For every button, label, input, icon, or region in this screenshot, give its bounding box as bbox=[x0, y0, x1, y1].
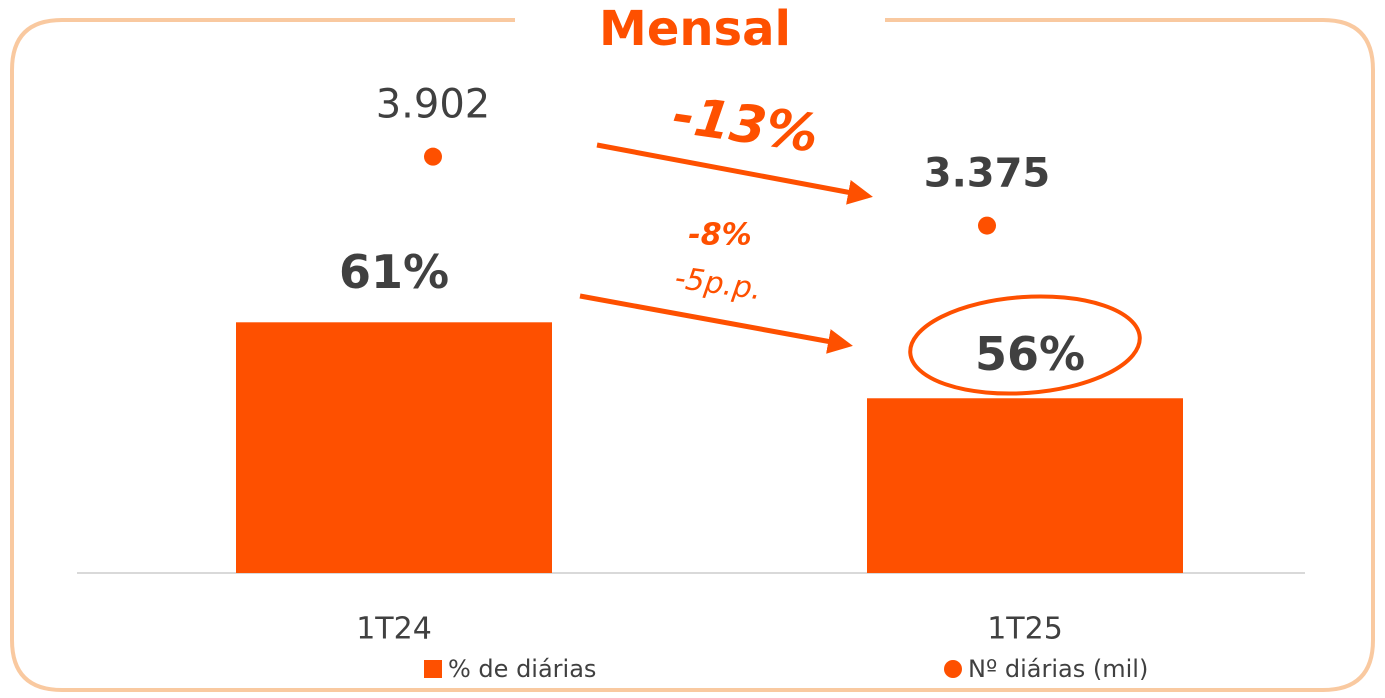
x-tick-label: 1T24 bbox=[356, 612, 432, 647]
annotation: -5p.p. bbox=[673, 261, 764, 308]
data-label: 61% bbox=[339, 245, 449, 299]
frame bbox=[10, 18, 1375, 692]
dot bbox=[978, 216, 996, 235]
dot bbox=[424, 147, 442, 166]
bar bbox=[867, 398, 1183, 573]
arrow bbox=[579, 293, 853, 354]
legend-label: % de diárias bbox=[448, 655, 596, 683]
annotation: -8% bbox=[688, 218, 751, 253]
data-label: 3.902 bbox=[376, 82, 491, 128]
annotation: -13% bbox=[669, 85, 822, 165]
bar bbox=[236, 322, 552, 573]
legend-label: Nº diárias (mil) bbox=[968, 655, 1148, 683]
chart-title: Mensal bbox=[599, 1, 791, 57]
highlight-circle bbox=[908, 294, 1142, 396]
legend-swatch bbox=[424, 660, 442, 678]
arrow bbox=[596, 142, 873, 205]
legend-swatch bbox=[944, 660, 962, 678]
data-label: 56% bbox=[975, 327, 1085, 381]
x-tick-label: 1T25 bbox=[987, 612, 1063, 647]
data-label: 3.375 bbox=[924, 151, 1051, 197]
